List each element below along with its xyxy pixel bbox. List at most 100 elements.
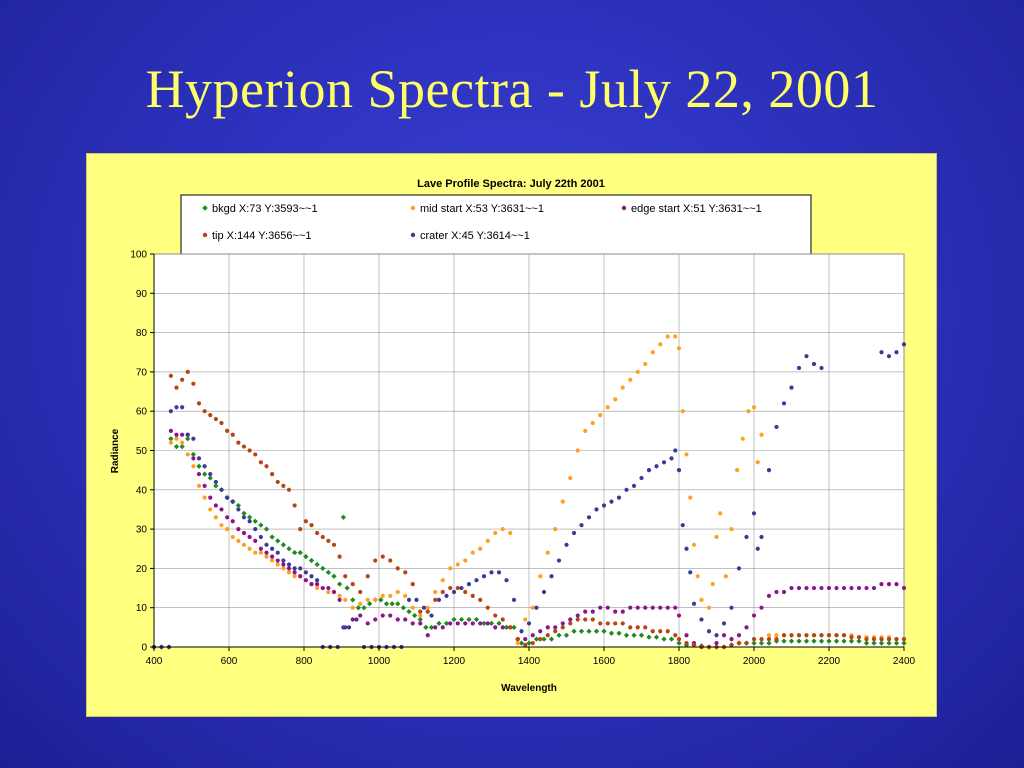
data-point [646,634,652,640]
x-tick-label: 2400 [893,656,916,667]
data-point [901,585,907,591]
y-tick-label: 30 [136,525,148,536]
data-point [337,581,343,587]
data-point [819,365,824,371]
legend-marker [410,205,416,211]
legend-marker [202,232,208,238]
data-point [474,578,479,583]
data-point [676,468,682,473]
data-point [553,527,558,532]
data-point [534,605,539,610]
data-point [241,515,247,520]
x-tick-label: 2000 [743,656,766,667]
data-point [331,542,337,547]
data-point [826,585,832,591]
data-point [886,637,892,642]
data-point [478,546,483,551]
data-point [191,381,196,386]
data-point [344,585,350,591]
data-point [673,605,678,610]
data-point [744,534,749,540]
x-tick-label: 1800 [668,656,691,667]
slide-title: Hyperion Spectra - July 22, 2001 [145,59,879,119]
data-point [804,633,809,638]
data-point [631,632,637,638]
data-point [258,460,263,465]
data-point [433,625,438,630]
data-point [635,625,640,630]
data-point [168,440,173,445]
data-point [236,507,241,512]
data-point [367,601,373,607]
data-point [515,637,520,642]
data-point [886,354,892,359]
grid [153,253,905,648]
data-point [736,566,742,571]
data-point [628,625,633,630]
data-point [436,620,442,627]
data-point [174,436,179,441]
data-point [714,640,719,646]
data-point [355,605,361,611]
data-point [410,621,415,626]
data-point [811,633,817,638]
data-point [590,609,595,614]
data-point [225,527,230,532]
data-point [673,448,678,453]
data-point [180,432,185,437]
data-point [901,640,907,646]
data-point [523,617,528,622]
data-point [241,510,247,517]
data-point [403,617,408,622]
data-point [428,624,435,630]
data-point [759,534,764,540]
legend-label: tip X:144 Y:3656~~1 [212,230,312,242]
data-point [425,605,430,610]
data-point [247,546,252,551]
data-point [440,589,445,595]
data-point [759,637,764,642]
data-point [628,605,633,610]
data-point [598,621,603,626]
data-point [841,638,847,644]
data-point [470,550,475,555]
data-point [440,625,445,630]
data-point [766,633,772,638]
data-point [590,420,595,426]
data-point [658,629,663,634]
data-point [541,589,547,595]
data-point [230,534,235,540]
data-point [315,582,320,587]
data-point [185,452,190,457]
data-point [796,585,802,591]
data-point [281,562,286,567]
data-point [458,616,465,623]
data-point [811,361,817,367]
data-point [443,620,450,627]
data-point [343,574,348,579]
data-point [654,464,659,469]
data-point [320,565,326,572]
data-point [538,637,543,642]
data-point [275,550,280,555]
data-point [225,428,230,433]
data-point [665,605,670,610]
data-point [286,487,292,492]
data-point [395,566,400,571]
data-point [168,373,173,378]
data-point [901,637,907,642]
data-point [530,640,535,646]
data-point [219,507,224,512]
data-point [818,638,825,644]
data-point [174,405,179,410]
data-point [320,534,325,540]
data-point [643,605,648,610]
data-point [864,585,869,591]
data-point [455,585,460,591]
data-point [478,621,483,626]
data-point [196,471,202,477]
data-point [423,624,429,630]
data-point [628,377,633,382]
data-point [729,642,734,648]
data-point [841,585,847,591]
